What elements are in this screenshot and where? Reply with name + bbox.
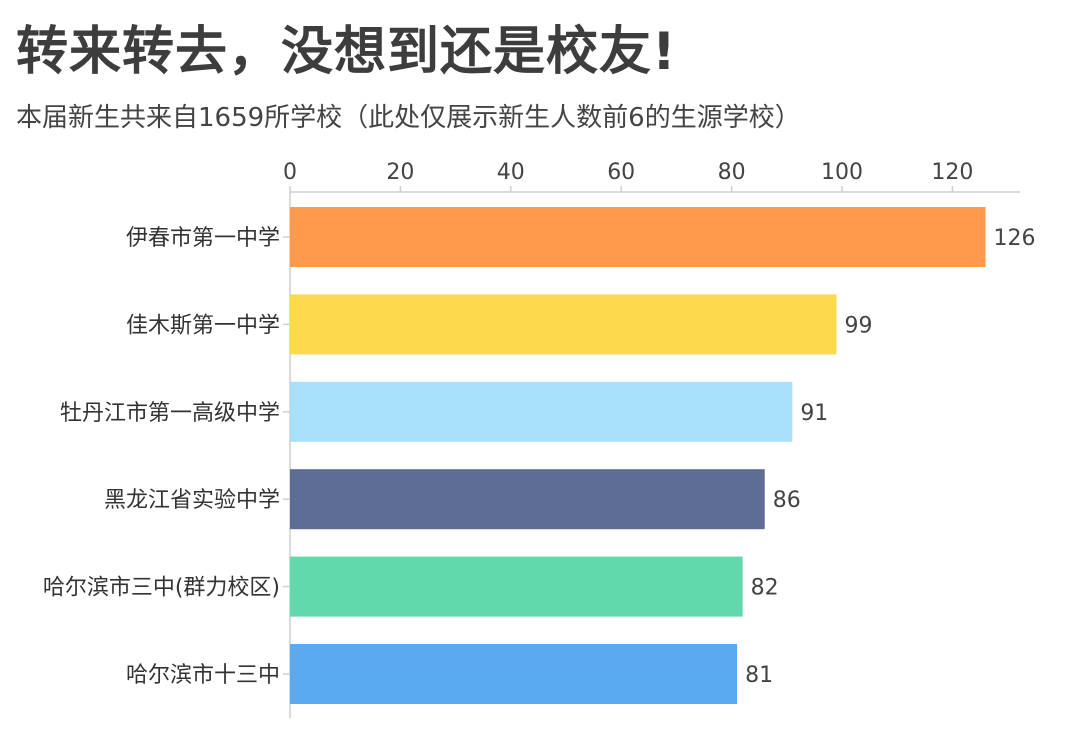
x-tick-label-1: 20 xyxy=(386,160,414,185)
value-label-5: 81 xyxy=(745,663,773,688)
x-tick-label-6: 120 xyxy=(931,160,973,185)
bar-4 xyxy=(290,556,743,617)
chart-subtitle: 本届新生共来自1659所学校（此处仅展示新生人数前6的生源学校） xyxy=(16,103,801,133)
bar-0 xyxy=(290,207,986,267)
category-label-3: 黑龙江省实验中学 xyxy=(104,488,280,513)
bar-5 xyxy=(290,644,738,704)
value-label-4: 82 xyxy=(751,576,779,601)
category-label-2: 牡丹江市第一高级中学 xyxy=(60,401,280,426)
value-label-1: 99 xyxy=(844,313,872,338)
x-tick-label-5: 100 xyxy=(821,160,863,185)
category-label-1: 佳木斯第一中学 xyxy=(126,313,280,338)
category-label-5: 哈尔滨市十三中 xyxy=(126,663,280,688)
bar-1 xyxy=(290,294,837,355)
value-label-2: 91 xyxy=(800,401,828,426)
x-tick-label-4: 80 xyxy=(718,160,746,185)
x-tick-label-2: 40 xyxy=(497,160,525,185)
bar-3 xyxy=(290,469,765,530)
chart-title: 转来转去，没想到还是校友! xyxy=(16,22,677,82)
x-tick-label-3: 60 xyxy=(607,160,635,185)
value-label-0: 126 xyxy=(994,226,1036,251)
value-label-3: 86 xyxy=(773,488,801,513)
category-label-0: 伊春市第一中学 xyxy=(126,226,280,251)
category-label-4: 哈尔滨市三中(群力校区) xyxy=(43,576,280,601)
bar-2 xyxy=(290,381,793,442)
x-tick-label-0: 0 xyxy=(283,160,297,185)
